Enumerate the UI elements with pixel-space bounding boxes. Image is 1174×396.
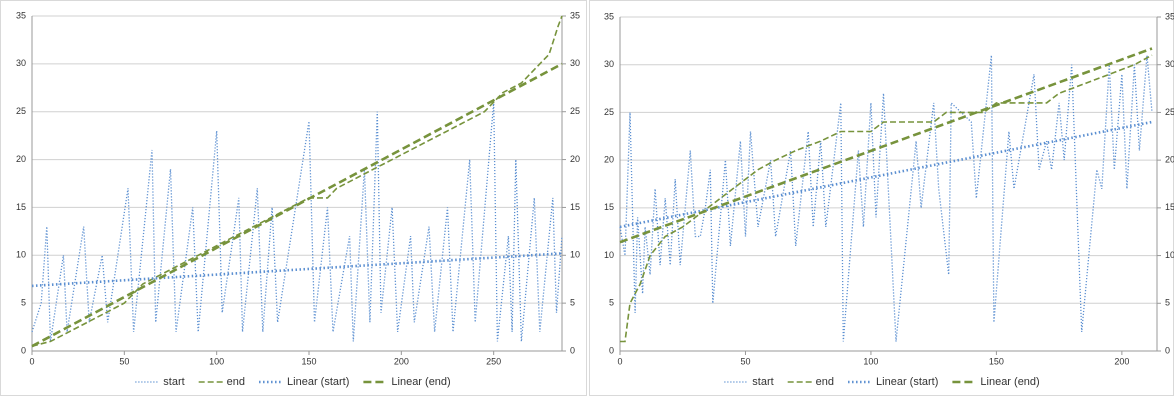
series-line <box>31 252 563 288</box>
y-tick-label: 30 <box>16 58 26 68</box>
series-line <box>31 62 563 348</box>
x-tick-label: 50 <box>740 356 750 366</box>
y2-tick-label: 35 <box>1165 11 1174 21</box>
x-tick-label: 200 <box>394 356 409 366</box>
y2-tick-label: 35 <box>570 10 580 20</box>
y-tick-label: 20 <box>16 154 26 164</box>
legend-label: start <box>163 376 184 388</box>
series-line <box>31 15 563 347</box>
y2-tick-label: 0 <box>570 345 575 355</box>
legend-label: Linear (start) <box>876 376 938 388</box>
legend-label: Linear (end) <box>391 376 450 388</box>
y2-tick-label: 5 <box>1165 298 1170 308</box>
legend-label: end <box>227 376 245 388</box>
panel-frame <box>589 0 1174 396</box>
y-tick-label: 25 <box>16 106 26 116</box>
y2-tick-label: 30 <box>1165 59 1174 69</box>
y-tick-label: 10 <box>16 250 26 260</box>
x-tick-label: 150 <box>301 356 316 366</box>
y-tick-label: 0 <box>609 345 614 355</box>
series-line <box>619 55 1153 342</box>
panel-frame <box>0 0 587 396</box>
series-line <box>619 47 1153 244</box>
y2-tick-label: 30 <box>570 58 580 68</box>
y2-tick-label: 0 <box>1165 345 1170 355</box>
x-tick-label: 150 <box>989 356 1004 366</box>
y-tick-label: 15 <box>16 202 26 212</box>
y2-tick-label: 5 <box>570 298 575 308</box>
y2-tick-label: 20 <box>570 154 580 164</box>
y-tick-label: 35 <box>16 10 26 20</box>
legend-label: end <box>816 376 834 388</box>
y2-tick-label: 20 <box>1165 155 1174 165</box>
x-tick-label: 200 <box>1114 356 1129 366</box>
y-tick-label: 5 <box>21 298 26 308</box>
y2-tick-label: 15 <box>570 202 580 212</box>
y-tick-label: 10 <box>604 250 614 260</box>
y2-tick-label: 10 <box>570 250 580 260</box>
x-tick-label: 100 <box>863 356 878 366</box>
legend-label: start <box>752 376 773 388</box>
y2-tick-label: 25 <box>570 106 580 116</box>
series-line <box>620 54 1153 343</box>
y2-tick-label: 15 <box>1165 202 1174 212</box>
y2-tick-label: 10 <box>1165 250 1174 260</box>
y-tick-label: 0 <box>21 345 26 355</box>
y-tick-label: 5 <box>609 298 614 308</box>
legend-label: Linear (start) <box>287 376 349 388</box>
y-tick-label: 25 <box>604 107 614 117</box>
x-tick-label: 0 <box>29 356 34 366</box>
y-tick-label: 35 <box>604 11 614 21</box>
legend-label: Linear (end) <box>980 376 1039 388</box>
y-tick-label: 30 <box>604 59 614 69</box>
y-tick-label: 20 <box>604 155 614 165</box>
series-line <box>31 102 563 342</box>
y-tick-label: 15 <box>604 202 614 212</box>
x-tick-label: 100 <box>209 356 224 366</box>
y2-tick-label: 25 <box>1165 107 1174 117</box>
x-tick-label: 250 <box>486 356 501 366</box>
x-tick-label: 0 <box>617 356 622 366</box>
x-tick-label: 50 <box>119 356 129 366</box>
